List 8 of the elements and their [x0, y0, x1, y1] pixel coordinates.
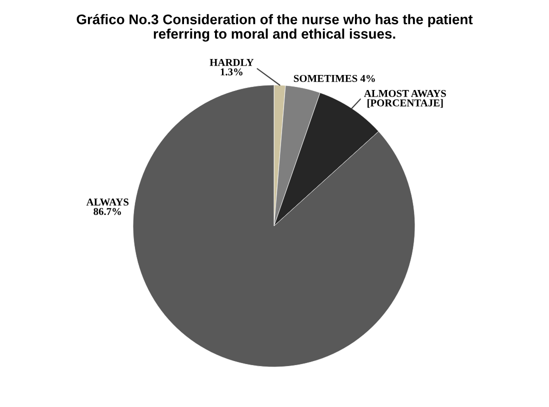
chart-title: Gráfico No.3 Consideration of the nurse who has the patient referring to moral and ethical issues. — [76, 14, 473, 42]
slice-label: SOMETIMES 4% — [294, 74, 375, 82]
slice-label: ALWAYS — [86, 198, 129, 206]
slice-label: HARDLY — [210, 58, 254, 66]
slice-label: ALMOST AWAYS — [364, 90, 446, 98]
data-label: 1.3% — [220, 68, 242, 76]
data-label: [PORCENTAJE] — [368, 99, 443, 108]
data-label: 86.7% — [94, 208, 121, 216]
